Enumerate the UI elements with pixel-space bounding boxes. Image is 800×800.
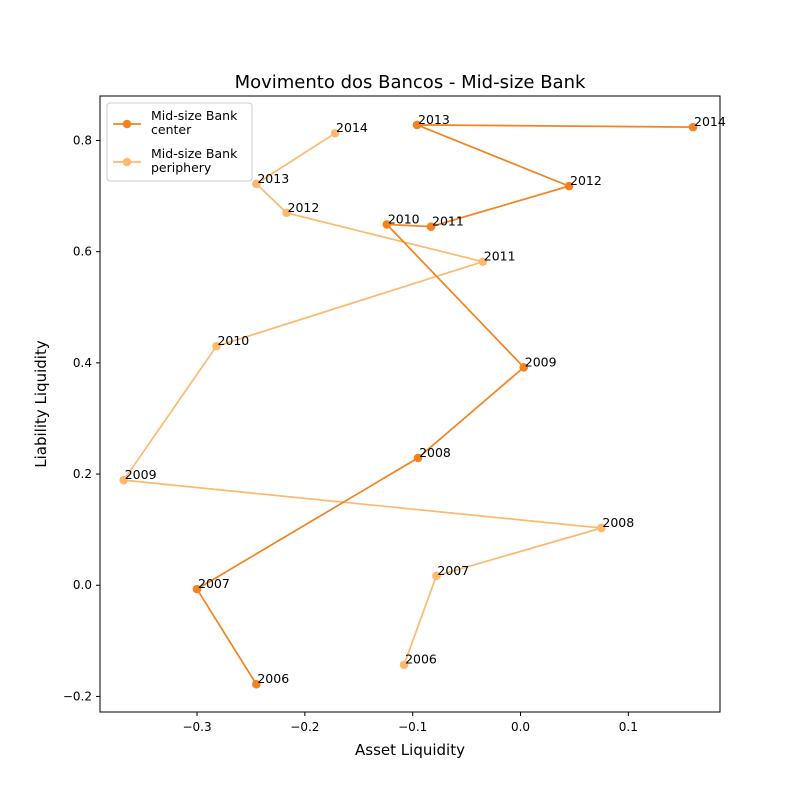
data-point xyxy=(597,523,606,533)
y-tick-label: 0.4 xyxy=(73,356,92,370)
data-point xyxy=(252,679,261,689)
y-tick-label: 0.0 xyxy=(73,578,92,592)
x-tick-label: −0.2 xyxy=(290,720,319,734)
data-point xyxy=(426,222,436,231)
data-point xyxy=(432,571,441,581)
x-axis-label: Asset Liquidity xyxy=(355,741,465,759)
series-line xyxy=(122,132,602,665)
series-1 xyxy=(119,128,606,670)
chart-title: Movimento dos Bancos - Mid-size Bank xyxy=(235,72,586,93)
point-label: 2011 xyxy=(432,214,464,229)
legend-label: periphery xyxy=(151,160,212,175)
data-point xyxy=(282,208,291,218)
point-label: 2007 xyxy=(437,563,469,578)
data-point xyxy=(192,584,202,594)
legend-marker xyxy=(122,119,132,129)
data-point xyxy=(252,179,261,189)
point-labels: 2006 2007 2008 2009 2010 2011 2012 2013 2014 2006… xyxy=(125,112,726,686)
point-label: 2012 xyxy=(570,173,602,188)
data-point xyxy=(412,120,422,130)
point-label: 2012 xyxy=(288,200,320,215)
data-point xyxy=(212,341,221,351)
legend-label: Mid-size Bank xyxy=(151,146,238,161)
data-point xyxy=(399,660,409,670)
plot-frame xyxy=(99,95,721,713)
point-label: 2008 xyxy=(602,515,634,530)
data-point xyxy=(478,257,488,266)
data-point xyxy=(330,128,340,138)
data-point xyxy=(564,181,574,191)
y-tick-label: 0.6 xyxy=(73,245,92,259)
point-label: 2013 xyxy=(418,112,450,127)
y-axis-label: Liability Liquidity xyxy=(32,340,50,468)
series-layer xyxy=(119,120,698,689)
legend-box xyxy=(106,102,253,182)
x-axis: −0.3 −0.2 −0.1 0.0 0.1 xyxy=(182,712,638,734)
data-point xyxy=(413,453,423,463)
point-label: 2014 xyxy=(694,114,726,129)
y-tick-label: 0.8 xyxy=(73,133,92,147)
legend-label: center xyxy=(151,122,192,137)
point-label: 2010 xyxy=(217,333,249,348)
point-label: 2010 xyxy=(388,211,420,226)
y-tick-label: 0.2 xyxy=(73,467,92,481)
data-point xyxy=(382,220,392,229)
point-label: 2014 xyxy=(336,120,368,135)
point-label: 2013 xyxy=(257,171,289,186)
x-tick-label: −0.3 xyxy=(182,720,211,734)
legend-label: Mid-size Bank xyxy=(151,108,238,123)
x-tick-label: 0.1 xyxy=(619,720,638,734)
point-label: 2006 xyxy=(405,652,437,667)
series-0 xyxy=(192,120,698,689)
y-axis: −0.2 0.0 0.2 0.4 0.6 0.8 xyxy=(63,133,100,703)
data-point xyxy=(519,363,529,372)
data-point xyxy=(119,475,129,485)
series-line xyxy=(195,124,694,685)
legend-marker xyxy=(122,157,132,167)
point-label: 2008 xyxy=(419,445,451,460)
data-point xyxy=(688,122,698,132)
point-label: 2006 xyxy=(257,671,289,686)
x-tick-label: −0.1 xyxy=(398,720,427,734)
y-tick-label: −0.2 xyxy=(63,689,92,703)
point-label: 2007 xyxy=(198,576,230,591)
point-label: 2009 xyxy=(525,354,557,369)
point-label: 2009 xyxy=(125,467,157,482)
point-label: 2011 xyxy=(484,249,516,264)
x-tick-label: 0.0 xyxy=(511,720,530,734)
